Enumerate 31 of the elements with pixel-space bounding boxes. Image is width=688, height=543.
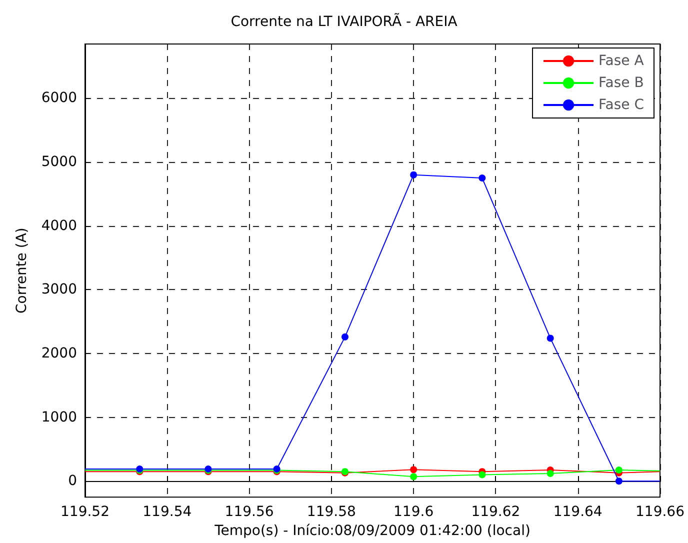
x-tick-label: 119.6 [394,504,434,520]
y-tick-label: 6000 [41,90,77,106]
x-tick-label: 119.58 [306,504,356,520]
y-tick-label: 3000 [41,282,77,298]
point [546,334,554,342]
point [341,333,348,340]
point [615,478,622,485]
x-tick-label: 119.62 [471,504,520,520]
legend-label: Fase B [598,75,644,91]
y-tick-label: 4000 [41,218,77,234]
point [410,171,418,178]
point [410,473,418,480]
point [546,470,554,477]
y-tick-label: 1000 [41,409,77,426]
point [478,174,486,182]
point [615,466,622,474]
y-tick-label: 5000 [41,154,77,170]
legend-label: Fase A [598,53,644,69]
y-axis-title: Corrente (A) [14,228,30,314]
y-tick-label: 0 [68,473,77,490]
x-tick-label: 119.64 [553,504,602,520]
x-tick-label: 119.52 [60,504,110,520]
chart-title: Corrente na LT IVAIPORÃ - AREIA [230,13,458,30]
x-tick-label: 119.56 [224,504,274,520]
point [478,471,486,478]
x-tick-label: 119.66 [636,504,685,520]
y-tick-label: 2000 [41,346,77,362]
x-tick-label: 119.54 [142,504,192,520]
x-axis-title: Tempo(s) - Início:08/09/2009 01:42:00 (local) [214,523,530,539]
point [410,466,418,474]
legend-label: Fase C [598,97,644,113]
